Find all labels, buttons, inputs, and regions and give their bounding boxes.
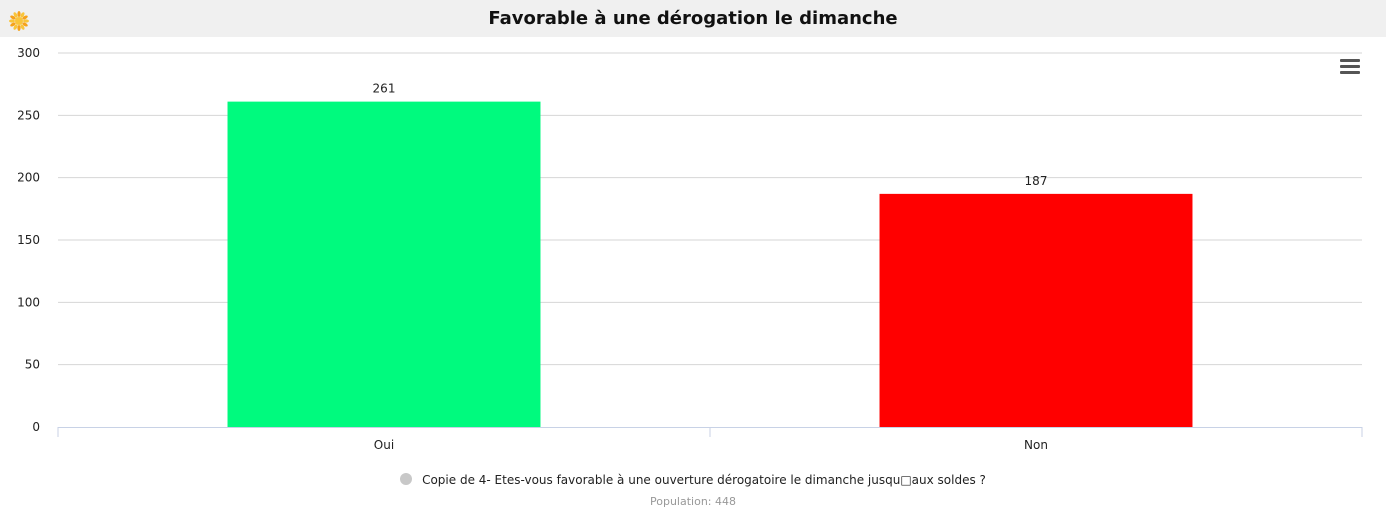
bar-non[interactable] bbox=[879, 193, 1193, 427]
hamburger-menu-icon[interactable] bbox=[1338, 56, 1362, 76]
legend-marker bbox=[400, 473, 413, 485]
data-label: 261 bbox=[373, 82, 396, 96]
y-tick-label: 50 bbox=[25, 358, 40, 372]
sun-logo-icon bbox=[9, 11, 29, 31]
y-tick-label: 250 bbox=[17, 108, 40, 122]
sun-ray bbox=[9, 19, 15, 23]
y-axis-tick-labels: 0 50 100 150 200 250 300 bbox=[17, 46, 40, 434]
y-tick-label: 150 bbox=[17, 233, 40, 247]
sun-ray bbox=[22, 15, 28, 20]
population-subtitle: Population: 448 bbox=[650, 495, 736, 508]
title-bar: Favorable à une dérogation le dimanche bbox=[0, 0, 1386, 37]
legend-item[interactable]: Copie de 4- Etes-vous favorable à une ou… bbox=[0, 473, 1386, 487]
sun-ray bbox=[23, 19, 29, 23]
data-label: 187 bbox=[1025, 174, 1048, 188]
sun-ray bbox=[17, 25, 21, 31]
sun-ray bbox=[17, 11, 21, 17]
x-tick-label: Oui bbox=[374, 438, 394, 452]
sun-ray bbox=[13, 24, 18, 30]
bars bbox=[227, 101, 1193, 428]
sun-ray bbox=[10, 22, 16, 27]
bar-oui[interactable] bbox=[227, 101, 541, 428]
x-tick-label: Non bbox=[1024, 438, 1048, 452]
y-tick-label: 0 bbox=[32, 420, 40, 434]
data-labels: 261 187 bbox=[373, 82, 1048, 188]
y-tick-label: 300 bbox=[17, 46, 40, 60]
y-tick-label: 200 bbox=[17, 171, 40, 185]
y-tick-label: 100 bbox=[17, 295, 40, 309]
bar-chart: 0 50 100 150 200 250 300 261 187 Oui Non bbox=[17, 46, 1363, 452]
sun-ray bbox=[13, 12, 18, 18]
sun-ray bbox=[10, 15, 16, 20]
sun-ray bbox=[20, 12, 25, 18]
x-axis: Oui Non bbox=[57, 427, 1363, 452]
chart-title: Favorable à une dérogation le dimanche bbox=[488, 8, 898, 29]
sun-ray bbox=[22, 22, 28, 27]
sun-ray bbox=[20, 24, 25, 30]
legend-label: Copie de 4- Etes-vous favorable à une ou… bbox=[422, 473, 986, 487]
